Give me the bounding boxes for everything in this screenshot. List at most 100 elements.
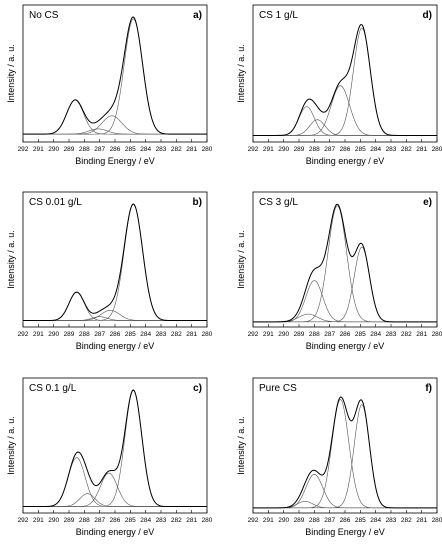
plot-frame bbox=[252, 191, 438, 328]
panel-label: e) bbox=[423, 197, 432, 208]
x-tick-label: 283 bbox=[386, 331, 397, 338]
x-tick-label: 284 bbox=[140, 517, 151, 524]
x-tick-label: 284 bbox=[140, 146, 151, 153]
component-peak-2 bbox=[253, 473, 437, 509]
panel-label: c) bbox=[193, 383, 202, 394]
x-tick-label: 286 bbox=[110, 146, 121, 153]
panel-title: CS 0.1 g/L bbox=[29, 383, 77, 394]
envelope-curve bbox=[23, 203, 207, 322]
x-tick-label: 289 bbox=[64, 146, 75, 153]
x-tick-label: 290 bbox=[278, 146, 289, 153]
y-axis-label: Intensity / a. u. bbox=[236, 416, 246, 475]
x-tick-label: 281 bbox=[416, 517, 427, 524]
x-tick-label: 282 bbox=[401, 331, 412, 338]
panel-a: 292 291 290 289 288 287 286 285 284 283 282 281 280 B… bbox=[6, 4, 213, 166]
x-tick-label: 288 bbox=[79, 331, 90, 338]
y-axis-label: Intensity / a. u. bbox=[236, 230, 246, 289]
component-peak-1 bbox=[253, 501, 437, 509]
x-tick-label: 287 bbox=[94, 331, 105, 338]
x-tick-label: 286 bbox=[340, 517, 351, 524]
x-tick-label: 284 bbox=[370, 517, 381, 524]
x-tick-label: 290 bbox=[48, 331, 59, 338]
x-tick-label: 289 bbox=[294, 517, 305, 524]
x-tick-label: 280 bbox=[202, 331, 213, 338]
component-peak-1 bbox=[23, 457, 207, 507]
x-tick-label: 281 bbox=[416, 146, 427, 153]
envelope-curve bbox=[253, 396, 437, 509]
x-tick-label: 280 bbox=[432, 517, 442, 524]
panel-b: 292 291 290 289 288 287 286 285 284 283 282 281 280 B… bbox=[6, 191, 213, 351]
x-tick-label: 292 bbox=[18, 517, 29, 524]
x-tick-label: 282 bbox=[171, 331, 182, 338]
x-tick-label: 284 bbox=[370, 146, 381, 153]
panel-d: 292 291 290 289 288 287 286 285 284 283 282 281 280 B… bbox=[236, 4, 442, 166]
x-tick-label: 282 bbox=[401, 146, 412, 153]
envelope-curve bbox=[253, 203, 437, 323]
panel-label: a) bbox=[193, 10, 202, 21]
x-tick-label: 283 bbox=[156, 517, 167, 524]
x-tick-label: 289 bbox=[64, 331, 75, 338]
panel-label: d) bbox=[423, 10, 432, 21]
x-tick-label: 291 bbox=[33, 517, 44, 524]
x-tick-label: 287 bbox=[324, 517, 335, 524]
component-peak-3 bbox=[253, 399, 437, 509]
panel-e: 292 291 290 289 288 287 286 285 284 283 282 281 280 B… bbox=[236, 191, 442, 351]
x-tick-label: 291 bbox=[33, 146, 44, 153]
x-tick-label: 288 bbox=[309, 331, 320, 338]
x-axis-label: Binding energy / eV bbox=[306, 156, 385, 166]
x-tick-label: 286 bbox=[340, 146, 351, 153]
x-tick-label: 286 bbox=[110, 517, 121, 524]
x-tick-label: 292 bbox=[18, 146, 29, 153]
x-tick-label: 285 bbox=[125, 331, 136, 338]
x-tick-label: 286 bbox=[110, 331, 121, 338]
x-tick-label: 289 bbox=[294, 146, 305, 153]
envelope-curve bbox=[23, 389, 207, 508]
panel-title: CS 3 g/L bbox=[259, 197, 298, 208]
x-tick-label: 285 bbox=[125, 146, 136, 153]
panel-title: Pure CS bbox=[259, 383, 297, 394]
x-tick-label: 280 bbox=[432, 146, 442, 153]
x-tick-label: 280 bbox=[202, 517, 213, 524]
x-tick-label: 290 bbox=[278, 517, 289, 524]
x-tick-label: 285 bbox=[355, 517, 366, 524]
panel-title: CS 1 g/L bbox=[259, 10, 298, 21]
x-tick-label: 291 bbox=[263, 517, 274, 524]
x-tick-label: 289 bbox=[64, 517, 75, 524]
x-tick-label: 282 bbox=[401, 517, 412, 524]
x-tick-label: 282 bbox=[171, 146, 182, 153]
x-tick-label: 291 bbox=[263, 146, 274, 153]
x-tick-label: 283 bbox=[386, 146, 397, 153]
plot-frame bbox=[22, 191, 208, 328]
component-peak-4 bbox=[253, 246, 437, 323]
x-tick-label: 281 bbox=[186, 517, 197, 524]
x-tick-label: 287 bbox=[324, 331, 335, 338]
plot-frame bbox=[22, 4, 208, 143]
x-tick-label: 290 bbox=[48, 146, 59, 153]
x-tick-label: 288 bbox=[309, 146, 320, 153]
envelope-curve bbox=[253, 23, 437, 136]
component-peak-1 bbox=[23, 99, 207, 135]
x-axis-label: Binding Energy / eV bbox=[305, 527, 385, 537]
x-tick-label: 292 bbox=[248, 146, 259, 153]
x-tick-label: 287 bbox=[94, 517, 105, 524]
x-tick-label: 285 bbox=[355, 331, 366, 338]
x-tick-label: 285 bbox=[125, 517, 136, 524]
x-tick-label: 290 bbox=[48, 517, 59, 524]
x-tick-label: 280 bbox=[202, 146, 213, 153]
y-axis-label: Intensity / a. u. bbox=[6, 230, 16, 289]
x-tick-label: 282 bbox=[171, 517, 182, 524]
envelope-curve bbox=[23, 16, 207, 135]
x-tick-label: 292 bbox=[248, 517, 259, 524]
x-tick-label: 281 bbox=[186, 331, 197, 338]
plot-frame bbox=[252, 377, 438, 514]
component-peak-3 bbox=[23, 472, 207, 507]
x-tick-label: 283 bbox=[156, 146, 167, 153]
panel-title: CS 0.01 g/L bbox=[29, 197, 82, 208]
x-tick-label: 290 bbox=[278, 331, 289, 338]
x-tick-label: 287 bbox=[94, 146, 105, 153]
component-peak-4 bbox=[253, 27, 437, 136]
x-tick-label: 292 bbox=[18, 331, 29, 338]
panel-label: f) bbox=[425, 383, 432, 394]
x-axis-label: Binding energy / eV bbox=[306, 341, 385, 351]
